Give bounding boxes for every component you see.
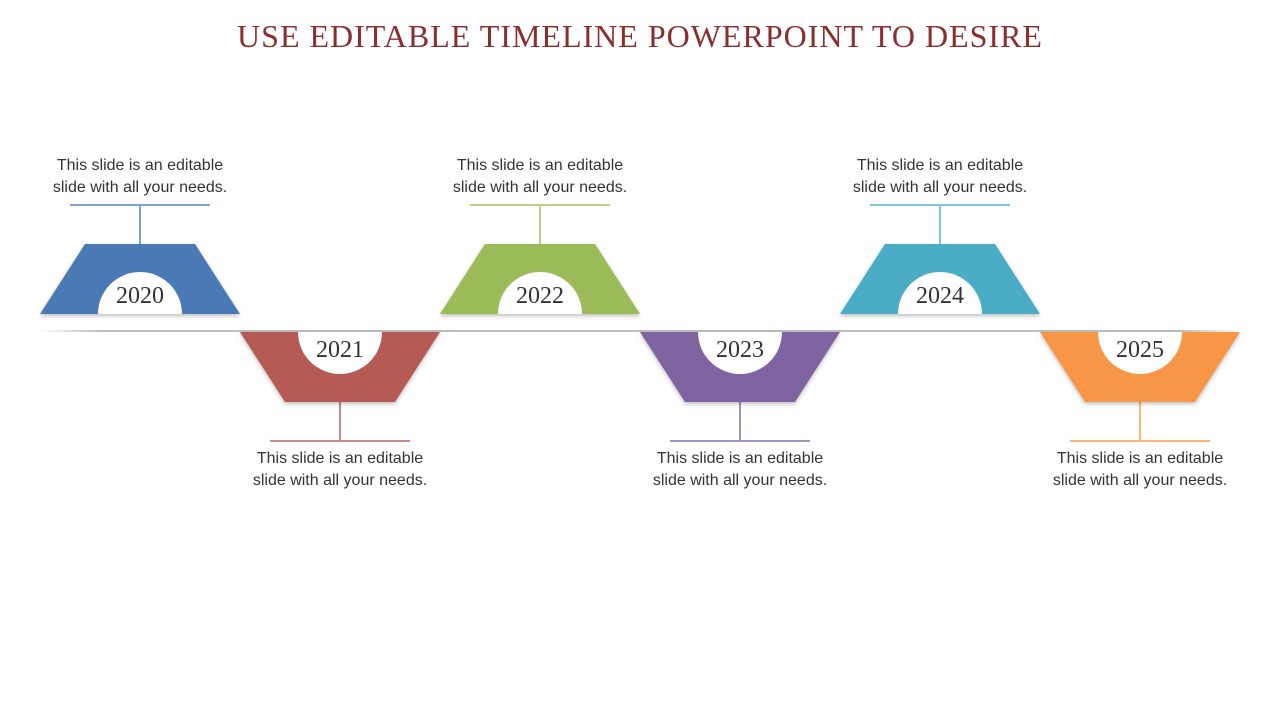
item-stem [1139,402,1141,440]
item-shape: 2023 [640,332,840,402]
timeline-item: 2025 This slide is an editable slide wit… [1040,332,1240,491]
item-shape: 2022 [440,244,640,314]
item-year: 2023 [716,337,764,364]
item-desc: This slide is an editable slide with all… [640,448,840,491]
item-tick [270,440,410,442]
item-shape: 2025 [1040,332,1240,402]
slide: USE EDITABLE TIMELINE POWERPOINT TO DESI… [0,0,1280,720]
timeline: This slide is an editable slide with all… [40,330,1240,331]
item-desc: This slide is an editable slide with all… [1040,448,1240,491]
item-shape: 2021 [240,332,440,402]
item-tick [670,440,810,442]
item-desc: This slide is an editable slide with all… [40,155,240,198]
item-tick [1070,440,1210,442]
slide-title: USE EDITABLE TIMELINE POWERPOINT TO DESI… [0,18,1280,55]
item-desc: This slide is an editable slide with all… [240,448,440,491]
item-desc: This slide is an editable slide with all… [440,155,640,198]
item-stem [939,206,941,244]
item-year: 2024 [916,283,964,310]
item-shape: 2024 [840,244,1040,314]
item-shape: 2020 [40,244,240,314]
item-year: 2025 [1116,337,1164,364]
item-desc: This slide is an editable slide with all… [840,155,1040,198]
item-stem [739,402,741,440]
item-year: 2020 [116,283,164,310]
timeline-item: This slide is an editable slide with all… [440,155,640,314]
item-stem [139,206,141,244]
timeline-item: 2023 This slide is an editable slide wit… [640,332,840,491]
item-stem [339,402,341,440]
item-year: 2022 [516,283,564,310]
item-year: 2021 [316,337,364,364]
timeline-item: 2021 This slide is an editable slide wit… [240,332,440,491]
timeline-item: This slide is an editable slide with all… [40,155,240,314]
item-stem [539,206,541,244]
timeline-item: This slide is an editable slide with all… [840,155,1040,314]
